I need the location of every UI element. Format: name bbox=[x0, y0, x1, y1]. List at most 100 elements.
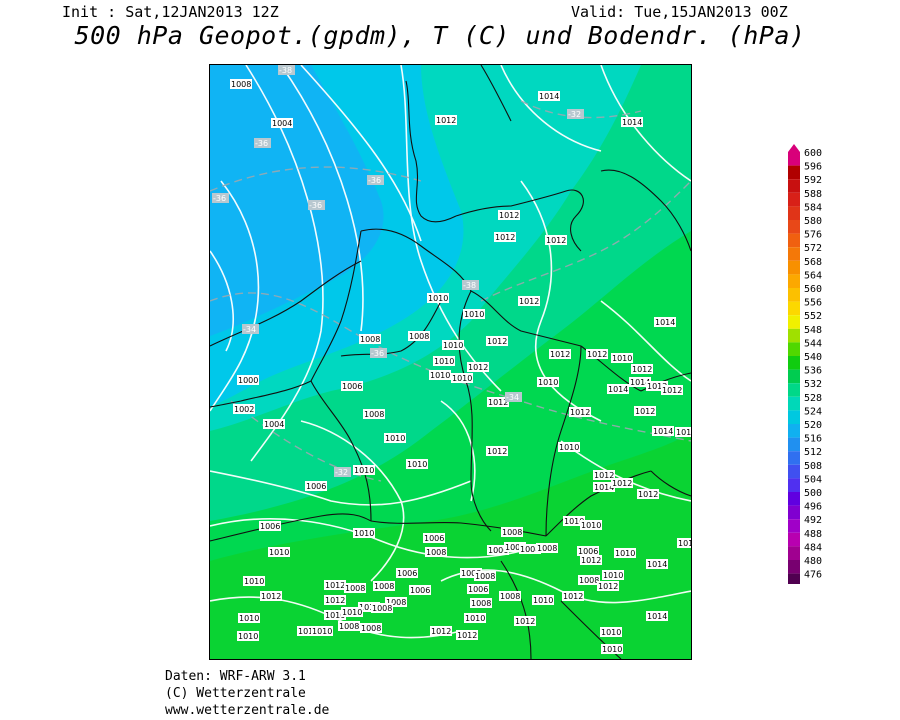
pressure-label-bg bbox=[499, 591, 521, 601]
legend-label: 532 bbox=[804, 379, 822, 390]
pressure-label-bg bbox=[597, 581, 619, 591]
init-time: Init : Sat,12JAN2013 12Z bbox=[62, 3, 279, 21]
legend-label: 520 bbox=[804, 420, 822, 431]
pressure-label-bg bbox=[384, 433, 406, 443]
pressure-label: 1010 bbox=[385, 434, 405, 443]
pressure-label: 1012 bbox=[519, 297, 539, 306]
pressure-label: 1000 bbox=[238, 376, 258, 385]
pressure-label: 1010 bbox=[564, 517, 584, 526]
pressure-label-bg bbox=[353, 465, 375, 475]
pressure-label-bg bbox=[324, 610, 346, 620]
pressure-label: 1014 bbox=[655, 318, 675, 327]
pressure-label: 1010 bbox=[359, 603, 379, 612]
pressure-label: 1014 bbox=[653, 427, 673, 436]
legend-swatch bbox=[788, 383, 800, 397]
pressure-label: 1012 bbox=[546, 236, 566, 245]
legend-swatch bbox=[788, 464, 800, 479]
legend-swatch bbox=[788, 220, 800, 234]
legend-label: 596 bbox=[804, 162, 822, 173]
legend-label: 496 bbox=[804, 502, 822, 513]
pressure-label-bg bbox=[646, 559, 668, 569]
pressure-label-bg bbox=[494, 232, 516, 242]
pressure-label-bg bbox=[580, 555, 602, 565]
pressure-label-bg bbox=[359, 334, 381, 344]
legend-swatch bbox=[788, 505, 800, 520]
pressure-label-bg bbox=[611, 478, 633, 488]
pressure-label-bg bbox=[353, 528, 375, 538]
pressure-label-bg bbox=[396, 568, 418, 578]
pressure-label-bg bbox=[435, 115, 457, 125]
temperature-label: -36 bbox=[213, 194, 226, 203]
pressure-label-bg bbox=[474, 571, 496, 581]
pressure-label-bg bbox=[259, 521, 281, 531]
pressure-label-bg bbox=[578, 575, 600, 585]
pressure-label-bg bbox=[611, 353, 633, 363]
pressure-label-bg bbox=[675, 427, 691, 437]
temperature-label: -36 bbox=[371, 349, 384, 358]
legend-label: 572 bbox=[804, 243, 822, 254]
pressure-label: 1014 bbox=[622, 118, 642, 127]
legend-label: 568 bbox=[804, 257, 822, 268]
pressure-label: 1006 bbox=[306, 482, 326, 491]
pressure-label: 1008 bbox=[426, 548, 446, 557]
pressure-label: 1012 bbox=[431, 627, 451, 636]
legend-swatch bbox=[788, 369, 800, 384]
pressure-label: 1014 bbox=[630, 378, 650, 387]
pressure-label-bg bbox=[621, 117, 643, 127]
pressure-label: 1012 bbox=[468, 363, 488, 372]
pressure-label: 1008 bbox=[461, 569, 481, 578]
country-borders bbox=[210, 65, 691, 659]
pressure-label: 1014 bbox=[647, 560, 667, 569]
footer-data-source: Daten: WRF-ARW 3.1 bbox=[165, 669, 306, 684]
pressure-label: 1012 bbox=[635, 407, 655, 416]
pressure-label-bg bbox=[237, 375, 259, 385]
pressure-label-bg bbox=[601, 644, 623, 654]
temperature-label: -34 bbox=[243, 325, 256, 334]
pressure-label-bg bbox=[237, 631, 259, 641]
pressure-label-bg bbox=[486, 336, 508, 346]
legend-swatch bbox=[788, 532, 800, 547]
pressure-label: 1014 bbox=[539, 92, 559, 101]
pressure-label-bg bbox=[425, 547, 447, 557]
pressure-label: 1012 bbox=[298, 627, 318, 636]
pressure-label-bg bbox=[311, 626, 333, 636]
pressure-label-bg bbox=[498, 210, 520, 220]
pressure-label: 1010 bbox=[615, 549, 635, 558]
legend-swatch bbox=[788, 342, 800, 356]
legend-label: 500 bbox=[804, 488, 822, 499]
pressure-label-bg bbox=[487, 397, 509, 407]
pressure-label: 1012 bbox=[436, 116, 456, 125]
pressure-label-bg bbox=[600, 627, 622, 637]
pressure-label-bg bbox=[305, 481, 327, 491]
pressure-label: 1012 bbox=[598, 582, 618, 591]
pressure-label-bg bbox=[341, 607, 363, 617]
temperature-label-bg bbox=[567, 109, 584, 119]
pressure-label: 1012 bbox=[638, 490, 658, 499]
pressure-label-bg bbox=[297, 626, 319, 636]
legend-label: 560 bbox=[804, 284, 822, 295]
pressure-label-bg bbox=[652, 426, 674, 436]
pressure-label: 1010 bbox=[434, 357, 454, 366]
footer-website[interactable]: www.wetterzentrale.de bbox=[165, 703, 330, 718]
pressure-label-bg bbox=[230, 79, 252, 89]
pressure-label: 1012 bbox=[594, 471, 614, 480]
pressure-label: 1012 bbox=[487, 337, 507, 346]
pressure-label: 1010 bbox=[239, 614, 259, 623]
temperature-lines bbox=[210, 100, 691, 482]
temperature-label-bg bbox=[242, 324, 259, 334]
legend-label: 548 bbox=[804, 325, 822, 336]
pressure-label: 1008 bbox=[345, 584, 365, 593]
pressure-label: 1006 bbox=[488, 546, 508, 555]
legend-label: 600 bbox=[804, 148, 822, 159]
pressure-label: 1006 bbox=[468, 585, 488, 594]
weather-map[interactable]: 1008 1004 1012 1014 1014 1012 1012 1012 1010 1010… bbox=[209, 64, 692, 660]
pressure-label-bg bbox=[268, 547, 290, 557]
pressure-label: 1010 bbox=[601, 628, 621, 637]
legend-swatch bbox=[788, 573, 800, 588]
pressure-label-bg bbox=[233, 404, 255, 414]
pressure-label-bg bbox=[341, 381, 363, 391]
legend-label: 504 bbox=[804, 474, 822, 485]
pressure-label-bg bbox=[661, 385, 683, 395]
temperature-label-bg bbox=[212, 193, 229, 203]
pressure-label: 1012 bbox=[632, 365, 652, 374]
